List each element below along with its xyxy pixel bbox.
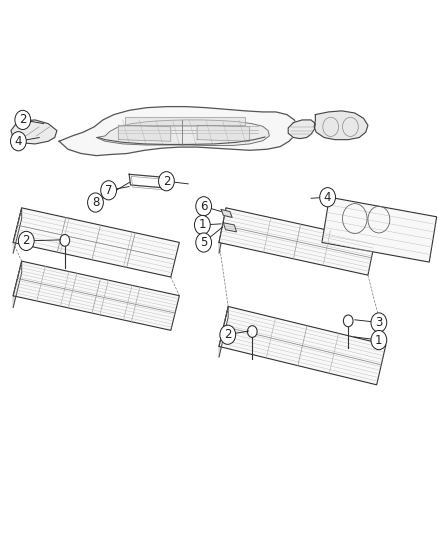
Text: 1: 1	[375, 334, 383, 346]
Circle shape	[11, 132, 26, 151]
Circle shape	[343, 315, 353, 327]
Text: 6: 6	[200, 200, 208, 213]
Polygon shape	[13, 261, 180, 330]
Circle shape	[196, 233, 212, 252]
Text: 1: 1	[198, 219, 206, 231]
Polygon shape	[219, 208, 226, 253]
Circle shape	[88, 193, 103, 212]
Polygon shape	[118, 125, 171, 141]
Text: 5: 5	[200, 236, 207, 249]
Circle shape	[247, 326, 257, 337]
Text: 3: 3	[375, 316, 382, 329]
Text: 4: 4	[14, 135, 22, 148]
Text: 8: 8	[92, 196, 99, 209]
Circle shape	[371, 313, 387, 332]
Polygon shape	[11, 120, 57, 144]
Circle shape	[60, 235, 70, 246]
Polygon shape	[13, 261, 22, 308]
Circle shape	[15, 110, 31, 130]
Polygon shape	[223, 223, 237, 232]
Circle shape	[194, 215, 210, 235]
Text: 2: 2	[162, 175, 170, 188]
Polygon shape	[13, 208, 22, 253]
Circle shape	[220, 325, 236, 344]
Polygon shape	[219, 306, 228, 357]
Polygon shape	[314, 111, 368, 140]
Circle shape	[371, 330, 387, 350]
Circle shape	[18, 231, 34, 251]
Text: 4: 4	[324, 191, 332, 204]
Circle shape	[320, 188, 336, 207]
Circle shape	[159, 172, 174, 191]
Text: 2: 2	[224, 328, 232, 341]
Text: 2: 2	[22, 235, 30, 247]
Text: 2: 2	[19, 114, 27, 126]
Polygon shape	[221, 209, 232, 217]
Circle shape	[196, 197, 212, 216]
Polygon shape	[322, 197, 437, 262]
Polygon shape	[288, 120, 315, 139]
Polygon shape	[59, 107, 298, 156]
Polygon shape	[125, 117, 245, 125]
Polygon shape	[96, 120, 269, 146]
Circle shape	[101, 181, 117, 200]
Polygon shape	[219, 208, 375, 275]
Text: 7: 7	[105, 184, 113, 197]
Polygon shape	[13, 208, 180, 277]
Polygon shape	[197, 125, 250, 141]
Polygon shape	[219, 306, 386, 385]
